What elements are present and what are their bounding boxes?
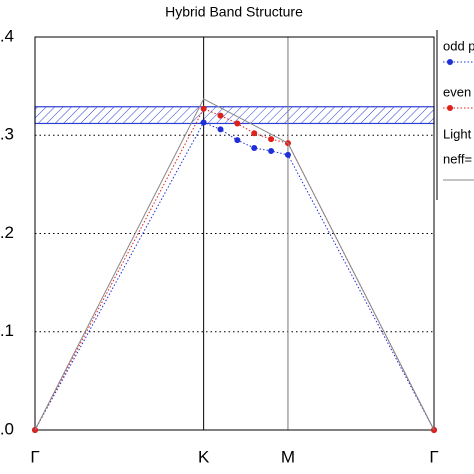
y-tick-label: .0: [0, 419, 14, 438]
data-point: [234, 120, 241, 127]
series-line: [34, 108, 435, 431]
x-tick-label: K: [198, 447, 210, 466]
legend-marker: [447, 105, 453, 111]
x-tick-label: Γ: [30, 447, 39, 466]
y-tick-label: .4: [0, 26, 14, 45]
y-tick-label: .3: [0, 125, 14, 144]
y-tick-label: .2: [0, 223, 14, 242]
data-point: [217, 112, 224, 119]
data-point: [268, 147, 275, 154]
legend-label: even: [443, 84, 471, 99]
legend-note: neff=: [443, 151, 472, 166]
legend-label: Light: [443, 126, 472, 141]
data-point: [251, 130, 258, 137]
data-point: [251, 145, 258, 152]
data-point: [268, 136, 275, 143]
series-line: [34, 98, 435, 431]
data-point: [200, 119, 207, 126]
data-point: [284, 151, 291, 158]
series-line: [34, 121, 435, 431]
y-tick-label: .1: [0, 321, 14, 340]
data-point: [234, 137, 241, 144]
x-tick-label: M: [281, 447, 295, 466]
x-tick-label: Γ: [429, 447, 438, 466]
chart-title: Hybrid Band Structure: [165, 4, 303, 20]
legend-marker: [447, 59, 453, 65]
legend-label: odd p: [443, 38, 474, 53]
data-point: [200, 105, 207, 112]
data-point: [217, 126, 224, 133]
plot-frame: [34, 36, 435, 431]
